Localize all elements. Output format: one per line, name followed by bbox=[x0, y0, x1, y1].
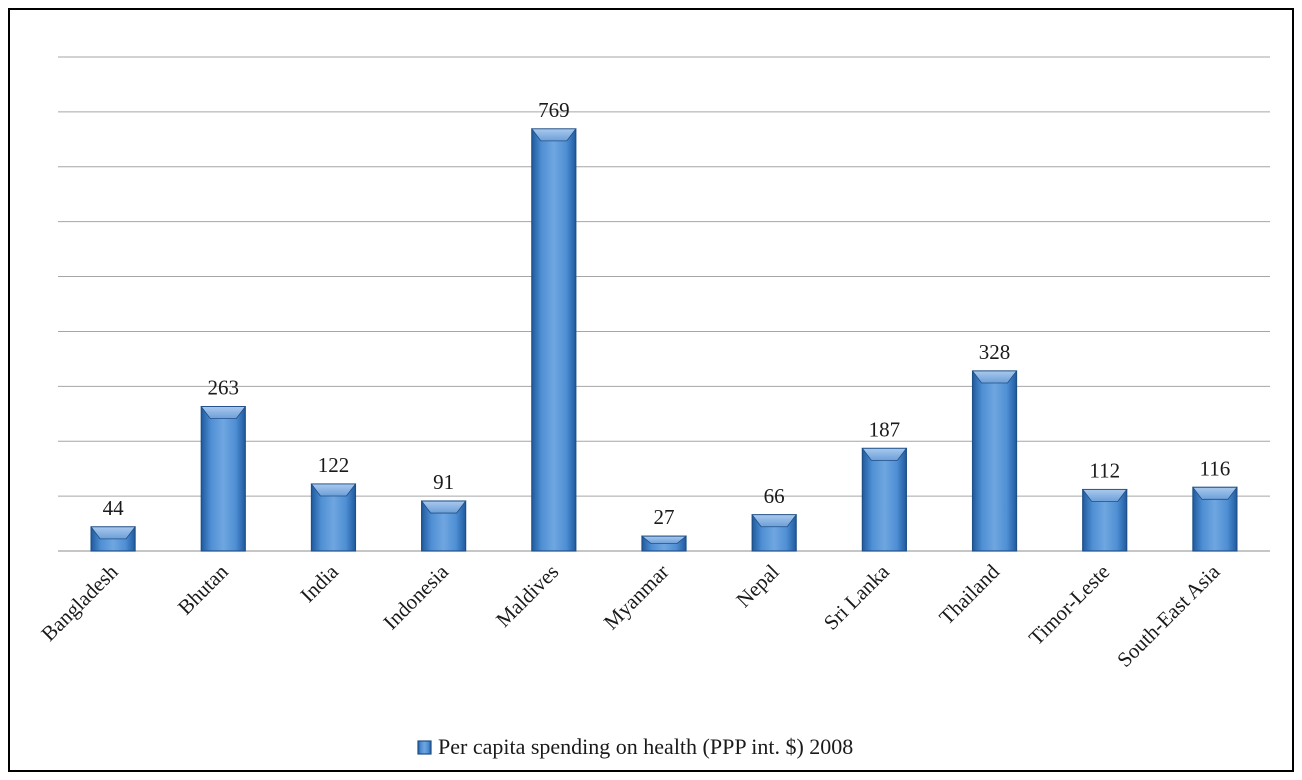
bar-cap bbox=[531, 128, 577, 142]
bar-cap bbox=[971, 370, 1018, 384]
category-label: Indonesia bbox=[378, 559, 453, 634]
value-labels: 44 263 122 91 769 27 66 187 328 112 116 bbox=[103, 98, 1231, 529]
value-label: 44 bbox=[103, 496, 125, 520]
value-label: 116 bbox=[1200, 456, 1231, 480]
bar-india bbox=[310, 483, 357, 552]
value-label: 263 bbox=[208, 376, 240, 400]
value-label: 328 bbox=[979, 340, 1011, 364]
bar-myanmar bbox=[640, 535, 688, 552]
category-label: India bbox=[296, 559, 344, 607]
bar-cap bbox=[420, 500, 467, 514]
category-label: Myanmar bbox=[599, 560, 674, 635]
bar-cap bbox=[640, 535, 688, 544]
bar-cap bbox=[861, 447, 908, 461]
bar-body bbox=[200, 406, 246, 552]
bar-indonesia bbox=[420, 500, 467, 552]
bar-timor-leste bbox=[1081, 488, 1128, 552]
value-label: 112 bbox=[1089, 459, 1120, 483]
category-label: Bhutan bbox=[173, 559, 233, 619]
legend-label: Per capita spending on health (PPP int. … bbox=[438, 734, 853, 759]
category-label: Sri Lanka bbox=[819, 559, 895, 635]
bar-cap bbox=[90, 526, 136, 540]
bar-cap bbox=[751, 514, 797, 528]
bar-bangladesh bbox=[90, 526, 136, 552]
legend-swatch bbox=[417, 740, 432, 755]
bar-body bbox=[531, 128, 577, 552]
value-label: 187 bbox=[869, 417, 901, 441]
bar-bhutan bbox=[200, 406, 247, 552]
bar-maldives bbox=[531, 128, 577, 552]
bar-cap bbox=[310, 483, 357, 497]
bars bbox=[90, 128, 1238, 552]
bar-thailand bbox=[971, 370, 1018, 552]
category-tick-labels: Bangladesh Bhutan India Indonesia Maldives My… bbox=[36, 559, 1225, 672]
value-label: 769 bbox=[538, 98, 570, 122]
category-label: South-East Asia bbox=[1112, 559, 1225, 672]
gridlines bbox=[58, 56, 1270, 552]
bar-cap bbox=[1192, 486, 1238, 500]
bar-cap bbox=[1081, 489, 1128, 502]
category-label: Nepal bbox=[731, 559, 784, 612]
category-label: Maldives bbox=[491, 560, 563, 632]
category-label: Thailand bbox=[934, 559, 1004, 629]
bar-nepal bbox=[751, 514, 797, 552]
value-label: 66 bbox=[764, 484, 785, 508]
legend: Per capita spending on health (PPP int. … bbox=[417, 734, 853, 759]
bar-cap bbox=[200, 406, 247, 420]
bar-body bbox=[861, 447, 907, 552]
value-label: 122 bbox=[318, 453, 350, 477]
value-label: 27 bbox=[654, 505, 675, 529]
category-label: Timor-Leste bbox=[1024, 560, 1114, 650]
bar-south-east-asia bbox=[1192, 486, 1238, 552]
bar-body bbox=[971, 370, 1018, 552]
chart-frame bbox=[8, 8, 1294, 772]
category-label: Bangladesh bbox=[36, 559, 123, 646]
value-label: 91 bbox=[433, 470, 454, 494]
bar-sri-lanka bbox=[861, 447, 908, 552]
